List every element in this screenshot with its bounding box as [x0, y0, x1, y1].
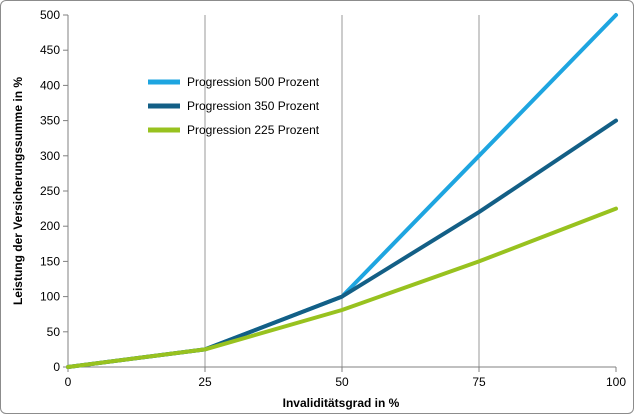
- x-tick-label-0: 0: [65, 375, 72, 389]
- legend: Progression 500 Prozent Progression 350 P…: [148, 75, 320, 137]
- legend-label-2: Progression 350 Prozent: [187, 99, 320, 113]
- series-line-3: [66, 206, 618, 369]
- legend-label-1: Progression 500 Prozent: [187, 75, 320, 89]
- y-tick-labels: 0 50 100 150 200 250 300 350 400 450 500: [40, 8, 60, 374]
- y-tick-label-300: 300: [40, 149, 60, 163]
- y-tick-label-100: 100: [40, 290, 60, 304]
- y-tick-label-250: 250: [40, 184, 60, 198]
- x-tick-label-50: 50: [335, 375, 349, 389]
- y-tick-label-200: 200: [40, 219, 60, 233]
- y-tick-label-50: 50: [47, 325, 61, 339]
- legend-label-3: Progression 225 Prozent: [187, 123, 320, 137]
- grid-lines: [204, 15, 480, 367]
- y-tick-label-350: 350: [40, 114, 60, 128]
- y-axis-title: Leistung der Versicherungssumme in %: [11, 77, 25, 305]
- y-tick-label-400: 400: [40, 78, 60, 92]
- y-tick-label-500: 500: [40, 8, 60, 22]
- y-tick-label-0: 0: [53, 360, 60, 374]
- axes: [63, 14, 617, 372]
- x-tick-label-100: 100: [606, 375, 626, 389]
- y-tick-label-450: 450: [40, 43, 60, 57]
- x-axis-title: Invaliditätsgrad in %: [283, 396, 400, 410]
- series-lines: [66, 13, 618, 369]
- x-tick-label-75: 75: [472, 375, 486, 389]
- x-tick-label-25: 25: [198, 375, 212, 389]
- x-tick-labels: 0 25 50 75 100: [65, 375, 627, 389]
- y-tick-label-150: 150: [40, 254, 60, 268]
